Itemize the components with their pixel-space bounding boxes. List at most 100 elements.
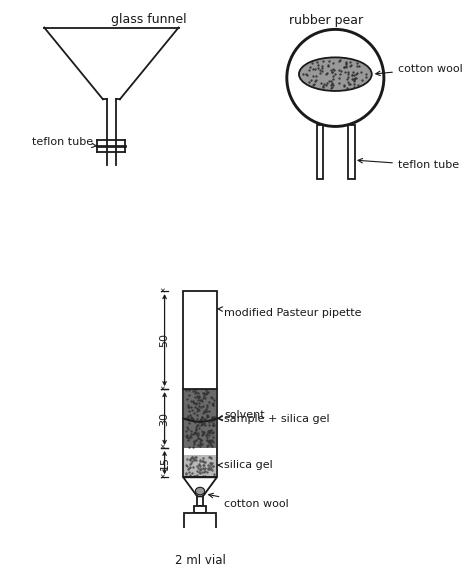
Point <box>194 396 202 405</box>
Text: modified Pasteur pipette: modified Pasteur pipette <box>218 307 362 318</box>
Point <box>196 438 204 447</box>
Point <box>362 73 369 82</box>
Point <box>200 415 208 424</box>
Point <box>198 430 205 439</box>
Point <box>318 61 325 70</box>
Point <box>182 431 190 440</box>
Point <box>191 399 198 408</box>
Point <box>318 67 326 76</box>
Point <box>204 441 212 450</box>
Point <box>192 399 200 408</box>
Point <box>358 75 366 84</box>
Point <box>189 414 197 423</box>
Point <box>190 437 197 446</box>
Point <box>342 62 350 71</box>
Point <box>204 437 211 446</box>
Point <box>317 78 325 87</box>
Point <box>327 83 335 92</box>
Point <box>350 75 358 84</box>
Point <box>209 429 216 438</box>
Point <box>183 461 191 470</box>
Point <box>198 468 206 477</box>
Point <box>201 472 209 481</box>
Bar <box>194 506 206 513</box>
Point <box>347 60 355 69</box>
Point <box>345 70 352 79</box>
Point <box>353 58 361 67</box>
Point <box>199 430 207 439</box>
Point <box>193 391 201 400</box>
Point <box>185 406 192 415</box>
Point <box>184 403 191 412</box>
Point <box>209 416 216 425</box>
Point <box>198 435 205 444</box>
Point <box>320 80 328 89</box>
Text: cotton wool: cotton wool <box>209 494 289 509</box>
Point <box>203 387 210 396</box>
Point <box>201 457 209 466</box>
Point <box>184 412 192 421</box>
Point <box>191 456 198 465</box>
Point <box>207 393 215 402</box>
Point <box>185 386 193 395</box>
Point <box>198 419 206 428</box>
Point <box>201 393 208 402</box>
Point <box>197 415 205 424</box>
Point <box>330 59 337 68</box>
Point <box>206 435 214 444</box>
Point <box>187 433 194 442</box>
Point <box>194 440 201 450</box>
Point <box>350 82 357 91</box>
Point <box>203 430 210 439</box>
Point <box>200 391 208 400</box>
Point <box>205 398 213 407</box>
Point <box>203 441 211 450</box>
Point <box>204 412 211 421</box>
Point <box>340 62 348 71</box>
Point <box>182 427 190 436</box>
Point <box>193 406 201 415</box>
Point <box>328 80 336 89</box>
Point <box>342 59 350 68</box>
Point <box>335 57 343 66</box>
Bar <box>317 126 323 179</box>
Point <box>183 432 191 441</box>
Point <box>192 428 200 437</box>
Point <box>199 454 206 463</box>
Point <box>326 77 333 86</box>
Point <box>207 417 214 426</box>
Point <box>198 402 205 411</box>
Point <box>210 469 218 478</box>
Point <box>310 80 318 89</box>
Point <box>197 415 204 424</box>
Point <box>324 61 331 70</box>
Point <box>200 388 208 397</box>
Point <box>200 468 207 477</box>
Point <box>205 406 213 415</box>
Point <box>349 67 357 76</box>
Point <box>208 393 216 402</box>
Point <box>195 424 202 433</box>
Point <box>194 430 201 439</box>
Point <box>187 415 194 424</box>
Point <box>200 409 207 418</box>
Point <box>188 452 196 461</box>
Ellipse shape <box>195 487 205 495</box>
Point <box>197 465 205 474</box>
Text: 2 ml vial: 2 ml vial <box>174 554 226 564</box>
Point <box>193 466 201 475</box>
Point <box>363 70 370 79</box>
Point <box>197 416 205 425</box>
Point <box>192 425 200 434</box>
Point <box>186 459 193 468</box>
Point <box>185 390 193 399</box>
Point <box>196 468 204 477</box>
Text: teflon tube: teflon tube <box>358 158 459 170</box>
Point <box>207 458 214 467</box>
Point <box>319 64 326 73</box>
Point <box>336 69 343 78</box>
Point <box>190 428 198 437</box>
Point <box>190 437 198 446</box>
Point <box>195 467 203 476</box>
Point <box>203 403 210 412</box>
